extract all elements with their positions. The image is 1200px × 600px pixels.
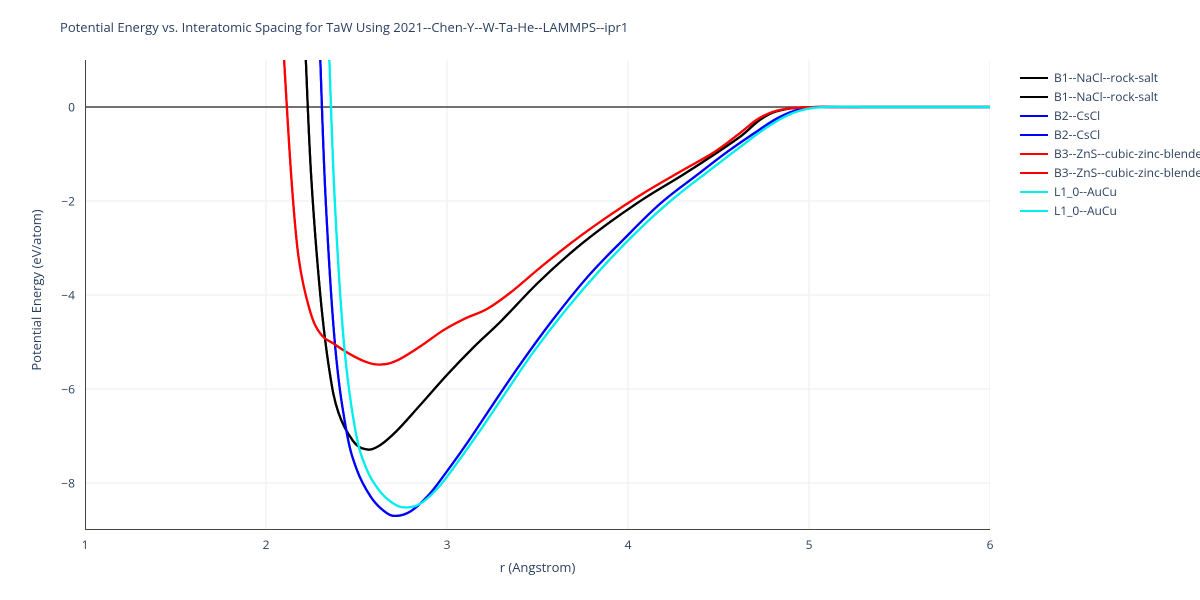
legend-label: B3--ZnS--cubic-zinc-blende [1054, 145, 1200, 162]
series-line[interactable] [329, 60, 990, 507]
series-line[interactable] [329, 60, 990, 507]
series-line[interactable] [306, 60, 990, 450]
legend-swatch [1020, 191, 1048, 193]
series-line[interactable] [320, 60, 990, 516]
x-tick-label: 5 [806, 536, 813, 553]
x-tick-label: 3 [444, 536, 451, 553]
series-line[interactable] [284, 60, 990, 365]
legend-item[interactable]: B1--NaCl--rock-salt [1020, 68, 1200, 87]
legend-swatch [1020, 115, 1048, 117]
plot-area[interactable] [85, 60, 990, 530]
legend-label: B2--CsCl [1054, 126, 1100, 143]
legend-item[interactable]: B1--NaCl--rock-salt [1020, 87, 1200, 106]
y-tick-label: −2 [51, 193, 75, 210]
legend-label: B1--NaCl--rock-salt [1054, 88, 1158, 105]
chart-title: Potential Energy vs. Interatomic Spacing… [60, 18, 628, 36]
y-axis-label: Potential Energy (eV/atom) [27, 190, 45, 390]
legend-swatch [1020, 210, 1048, 212]
legend-item[interactable]: B2--CsCl [1020, 106, 1200, 125]
chart-container: Potential Energy vs. Interatomic Spacing… [0, 0, 1200, 600]
x-tick-label: 6 [987, 536, 994, 553]
legend[interactable]: B1--NaCl--rock-salt B1--NaCl--rock-salt B2… [1020, 68, 1200, 220]
legend-swatch [1020, 96, 1048, 98]
series-line[interactable] [306, 60, 990, 450]
series-line[interactable] [284, 60, 990, 365]
x-tick-label: 2 [263, 536, 270, 553]
x-axis-label: r (Angstrom) [478, 558, 598, 576]
x-tick-label: 1 [82, 536, 89, 553]
legend-swatch [1020, 153, 1048, 155]
legend-item[interactable]: B2--CsCl [1020, 125, 1200, 144]
legend-label: B1--NaCl--rock-salt [1054, 69, 1158, 86]
y-tick-label: −4 [51, 287, 75, 304]
legend-label: L1_0--AuCu [1054, 183, 1117, 200]
legend-label: L1_0--AuCu [1054, 202, 1117, 219]
legend-item[interactable]: B3--ZnS--cubic-zinc-blende [1020, 163, 1200, 182]
series-line[interactable] [320, 60, 990, 516]
legend-swatch [1020, 77, 1048, 79]
legend-swatch [1020, 134, 1048, 136]
legend-item[interactable]: L1_0--AuCu [1020, 182, 1200, 201]
y-tick-label: −6 [51, 381, 75, 398]
legend-swatch [1020, 172, 1048, 174]
legend-item[interactable]: B3--ZnS--cubic-zinc-blende [1020, 144, 1200, 163]
legend-label: B2--CsCl [1054, 107, 1100, 124]
y-tick-label: −8 [51, 475, 75, 492]
legend-label: B3--ZnS--cubic-zinc-blende [1054, 164, 1200, 181]
x-tick-label: 4 [625, 536, 632, 553]
legend-item[interactable]: L1_0--AuCu [1020, 201, 1200, 220]
y-tick-label: 0 [51, 99, 75, 116]
